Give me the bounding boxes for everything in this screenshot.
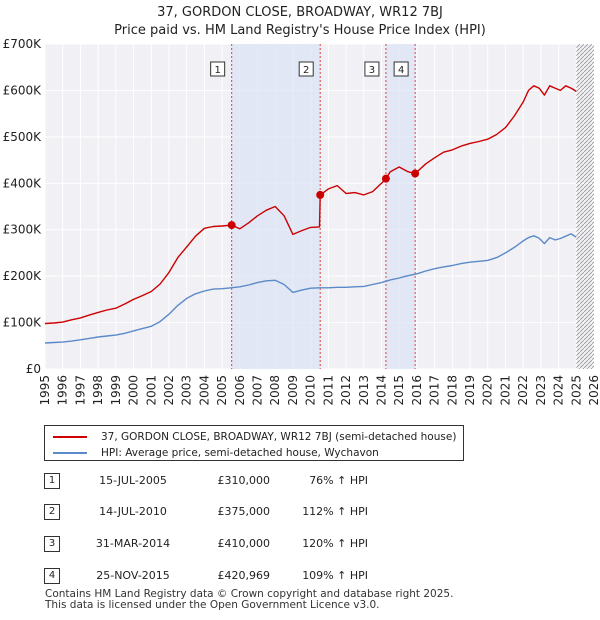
chart-subtitle: Price paid vs. HM Land Registry's House … bbox=[114, 23, 486, 38]
y-tick-label: £500K bbox=[3, 130, 43, 144]
x-tick-label: 2003 bbox=[180, 375, 194, 406]
x-tick-label: 2022 bbox=[516, 375, 530, 406]
y-tick-label: £300K bbox=[3, 223, 43, 237]
transaction-badge: 1 bbox=[44, 473, 60, 489]
y-tick-label: £100K bbox=[3, 316, 43, 330]
transaction-label-number: 1 bbox=[214, 65, 220, 76]
transaction-label-box bbox=[364, 61, 380, 77]
x-tick-label: 2005 bbox=[215, 375, 229, 406]
legend-item-hpi: HPI: Average price, semi-detached house,… bbox=[53, 445, 379, 461]
table-row: 1 15-JUL-2005 £310,000 76% ↑ HPI bbox=[44, 473, 384, 489]
transaction-hpi: 76% ↑ HPI bbox=[309, 474, 368, 487]
x-tick-label: 1998 bbox=[91, 375, 105, 406]
legend-label-hpi: HPI: Average price, semi-detached house,… bbox=[101, 447, 379, 459]
table-row: 3 31-MAR-2014 £410,000 120% ↑ HPI bbox=[44, 536, 384, 552]
transaction-point bbox=[227, 221, 236, 230]
footer: Contains HM Land Registry data © Crown c… bbox=[45, 589, 453, 611]
chart-title: 37, GORDON CLOSE, BROADWAY, WR12 7BJ bbox=[157, 5, 443, 20]
x-tick-label: 1996 bbox=[56, 375, 70, 406]
transaction-point bbox=[316, 190, 325, 199]
x-tick-label: 2007 bbox=[251, 375, 265, 406]
x-tick-label: 2026 bbox=[587, 375, 600, 406]
x-tick-label: 2019 bbox=[463, 375, 477, 406]
transaction-label-box bbox=[298, 61, 314, 77]
transaction-date: 14-JUL-2010 bbox=[99, 505, 167, 518]
x-tick-label: 2002 bbox=[162, 375, 176, 406]
transaction-price: £420,969 bbox=[217, 569, 271, 582]
legend-label-property: 37, GORDON CLOSE, BROADWAY, WR12 7BJ (se… bbox=[101, 431, 457, 443]
legend: 37, GORDON CLOSE, BROADWAY, WR12 7BJ (se… bbox=[44, 425, 464, 461]
x-tick-label: 2001 bbox=[144, 375, 158, 406]
x-tick-label: 1999 bbox=[109, 375, 123, 406]
hpi-line bbox=[44, 233, 577, 344]
x-tick-label: 2014 bbox=[374, 375, 388, 406]
transaction-date: 31-MAR-2014 bbox=[95, 537, 171, 550]
footer-copyright: Contains HM Land Registry data © Crown c… bbox=[45, 588, 454, 600]
x-tick-label: 2013 bbox=[357, 375, 371, 406]
transaction-label-number: 3 bbox=[369, 65, 375, 76]
x-tick-label: 1995 bbox=[38, 375, 52, 406]
footer-licence: This data is licensed under the Open Gov… bbox=[45, 599, 380, 611]
table-row: 2 14-JUL-2010 £375,000 112% ↑ HPI bbox=[44, 504, 384, 520]
transaction-price: £375,000 bbox=[217, 505, 271, 518]
transaction-label-box bbox=[393, 61, 409, 77]
legend-swatch-hpi bbox=[53, 452, 87, 454]
transaction-hpi: 109% ↑ HPI bbox=[302, 569, 368, 582]
transaction-hpi: 112% ↑ HPI bbox=[302, 505, 368, 518]
ownership-period-shade bbox=[385, 44, 416, 369]
table-row: 4 25-NOV-2015 £420,969 109% ↑ HPI bbox=[44, 568, 384, 584]
transaction-date: 25-NOV-2015 bbox=[96, 569, 170, 582]
transaction-date: 15-JUL-2005 bbox=[99, 474, 167, 487]
x-tick-label: 2017 bbox=[428, 375, 442, 406]
transaction-badge: 3 bbox=[44, 536, 60, 552]
projection-hatch bbox=[576, 44, 594, 369]
legend-swatch-property bbox=[53, 436, 87, 438]
x-tick-label: 1997 bbox=[73, 375, 87, 406]
transaction-price: £310,000 bbox=[217, 474, 271, 487]
x-tick-label: 2015 bbox=[392, 375, 406, 406]
transaction-badge: 2 bbox=[44, 504, 60, 520]
x-tick-label: 2012 bbox=[339, 375, 353, 406]
transaction-badge: 4 bbox=[44, 568, 60, 584]
x-tick-label: 2025 bbox=[569, 375, 583, 406]
x-tick-label: 2009 bbox=[286, 375, 300, 406]
y-tick-label: £700K bbox=[3, 37, 43, 51]
y-tick-label: £200K bbox=[3, 269, 43, 283]
x-tick-label: 2008 bbox=[268, 375, 282, 406]
y-tick-label: £0 bbox=[26, 362, 41, 376]
x-tick-label: 2021 bbox=[498, 375, 512, 406]
legend-item-property: 37, GORDON CLOSE, BROADWAY, WR12 7BJ (se… bbox=[53, 429, 456, 445]
x-tick-label: 2000 bbox=[127, 375, 141, 406]
x-tick-label: 2004 bbox=[197, 375, 211, 406]
x-tick-label: 2016 bbox=[410, 375, 424, 406]
x-tick-label: 2023 bbox=[534, 375, 548, 406]
transaction-label-number: 4 bbox=[398, 65, 404, 76]
transaction-label-number: 2 bbox=[303, 65, 309, 76]
transaction-point bbox=[411, 169, 420, 178]
transaction-price: £410,000 bbox=[217, 537, 271, 550]
price-chart: 37, GORDON CLOSE, BROADWAY, WR12 7BJ Pri… bbox=[3, 5, 600, 406]
x-tick-label: 2006 bbox=[233, 375, 247, 406]
x-tick-label: 2018 bbox=[445, 375, 459, 406]
x-tick-label: 2010 bbox=[304, 375, 318, 406]
x-tick-label: 2024 bbox=[552, 375, 566, 406]
x-tick-label: 2011 bbox=[321, 375, 335, 406]
y-tick-label: £600K bbox=[3, 83, 43, 97]
x-tick-label: 2020 bbox=[481, 375, 495, 406]
transaction-hpi: 120% ↑ HPI bbox=[302, 537, 368, 550]
y-tick-label: £400K bbox=[3, 176, 43, 190]
property-price-line bbox=[44, 85, 577, 325]
transaction-point bbox=[381, 174, 390, 183]
transaction-label-box bbox=[210, 61, 226, 77]
